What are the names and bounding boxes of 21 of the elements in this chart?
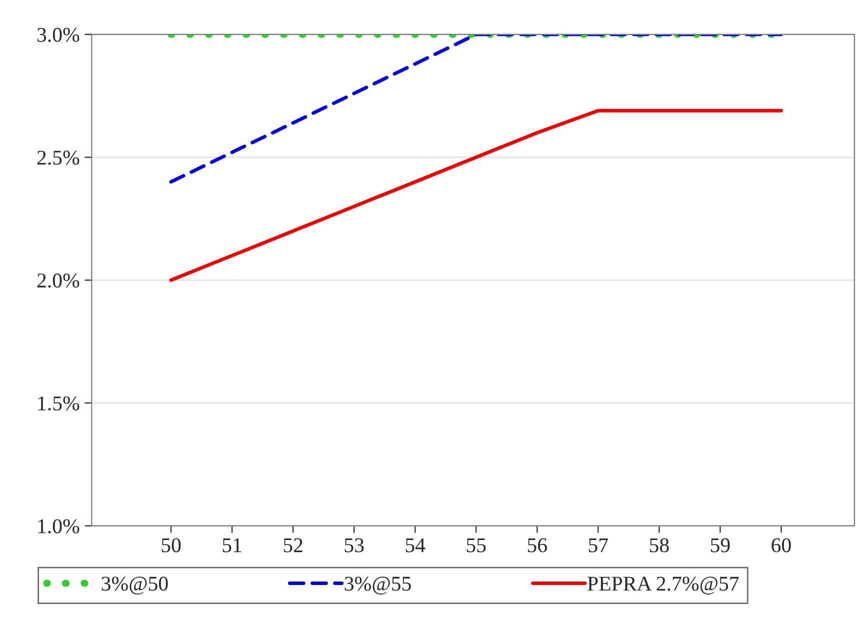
x-tick-label: 54 (406, 538, 426, 552)
x-tick-label: 51 (222, 538, 242, 552)
x-tick-label: 57 (588, 538, 608, 552)
y-tick-label: 2.5% (37, 150, 80, 165)
y-tick-label: 1.5% (38, 396, 80, 411)
x-tick-label: 59 (710, 538, 730, 552)
x-tick-label: 52 (284, 538, 302, 552)
x-tick-label: 58 (650, 538, 669, 552)
x-tick-label: 50 (162, 538, 181, 552)
y-tick-label: 3.0% (37, 28, 80, 42)
line-series (169, 34, 783, 184)
line-series (169, 108, 783, 282)
x-tick-label: 55 (466, 538, 486, 552)
legend-label: 3%@50 (102, 576, 168, 594)
legend-label: 3%@55 (344, 576, 411, 594)
y-tick-label: 1.0% (38, 519, 80, 534)
x-tick-label: 53 (344, 538, 364, 552)
x-tick-label: 56 (528, 538, 547, 552)
legend-label: PEPRA 2.7%@57 (588, 576, 739, 594)
x-tick-label: 60 (772, 538, 791, 552)
y-tick-label: 2.0% (37, 274, 80, 288)
